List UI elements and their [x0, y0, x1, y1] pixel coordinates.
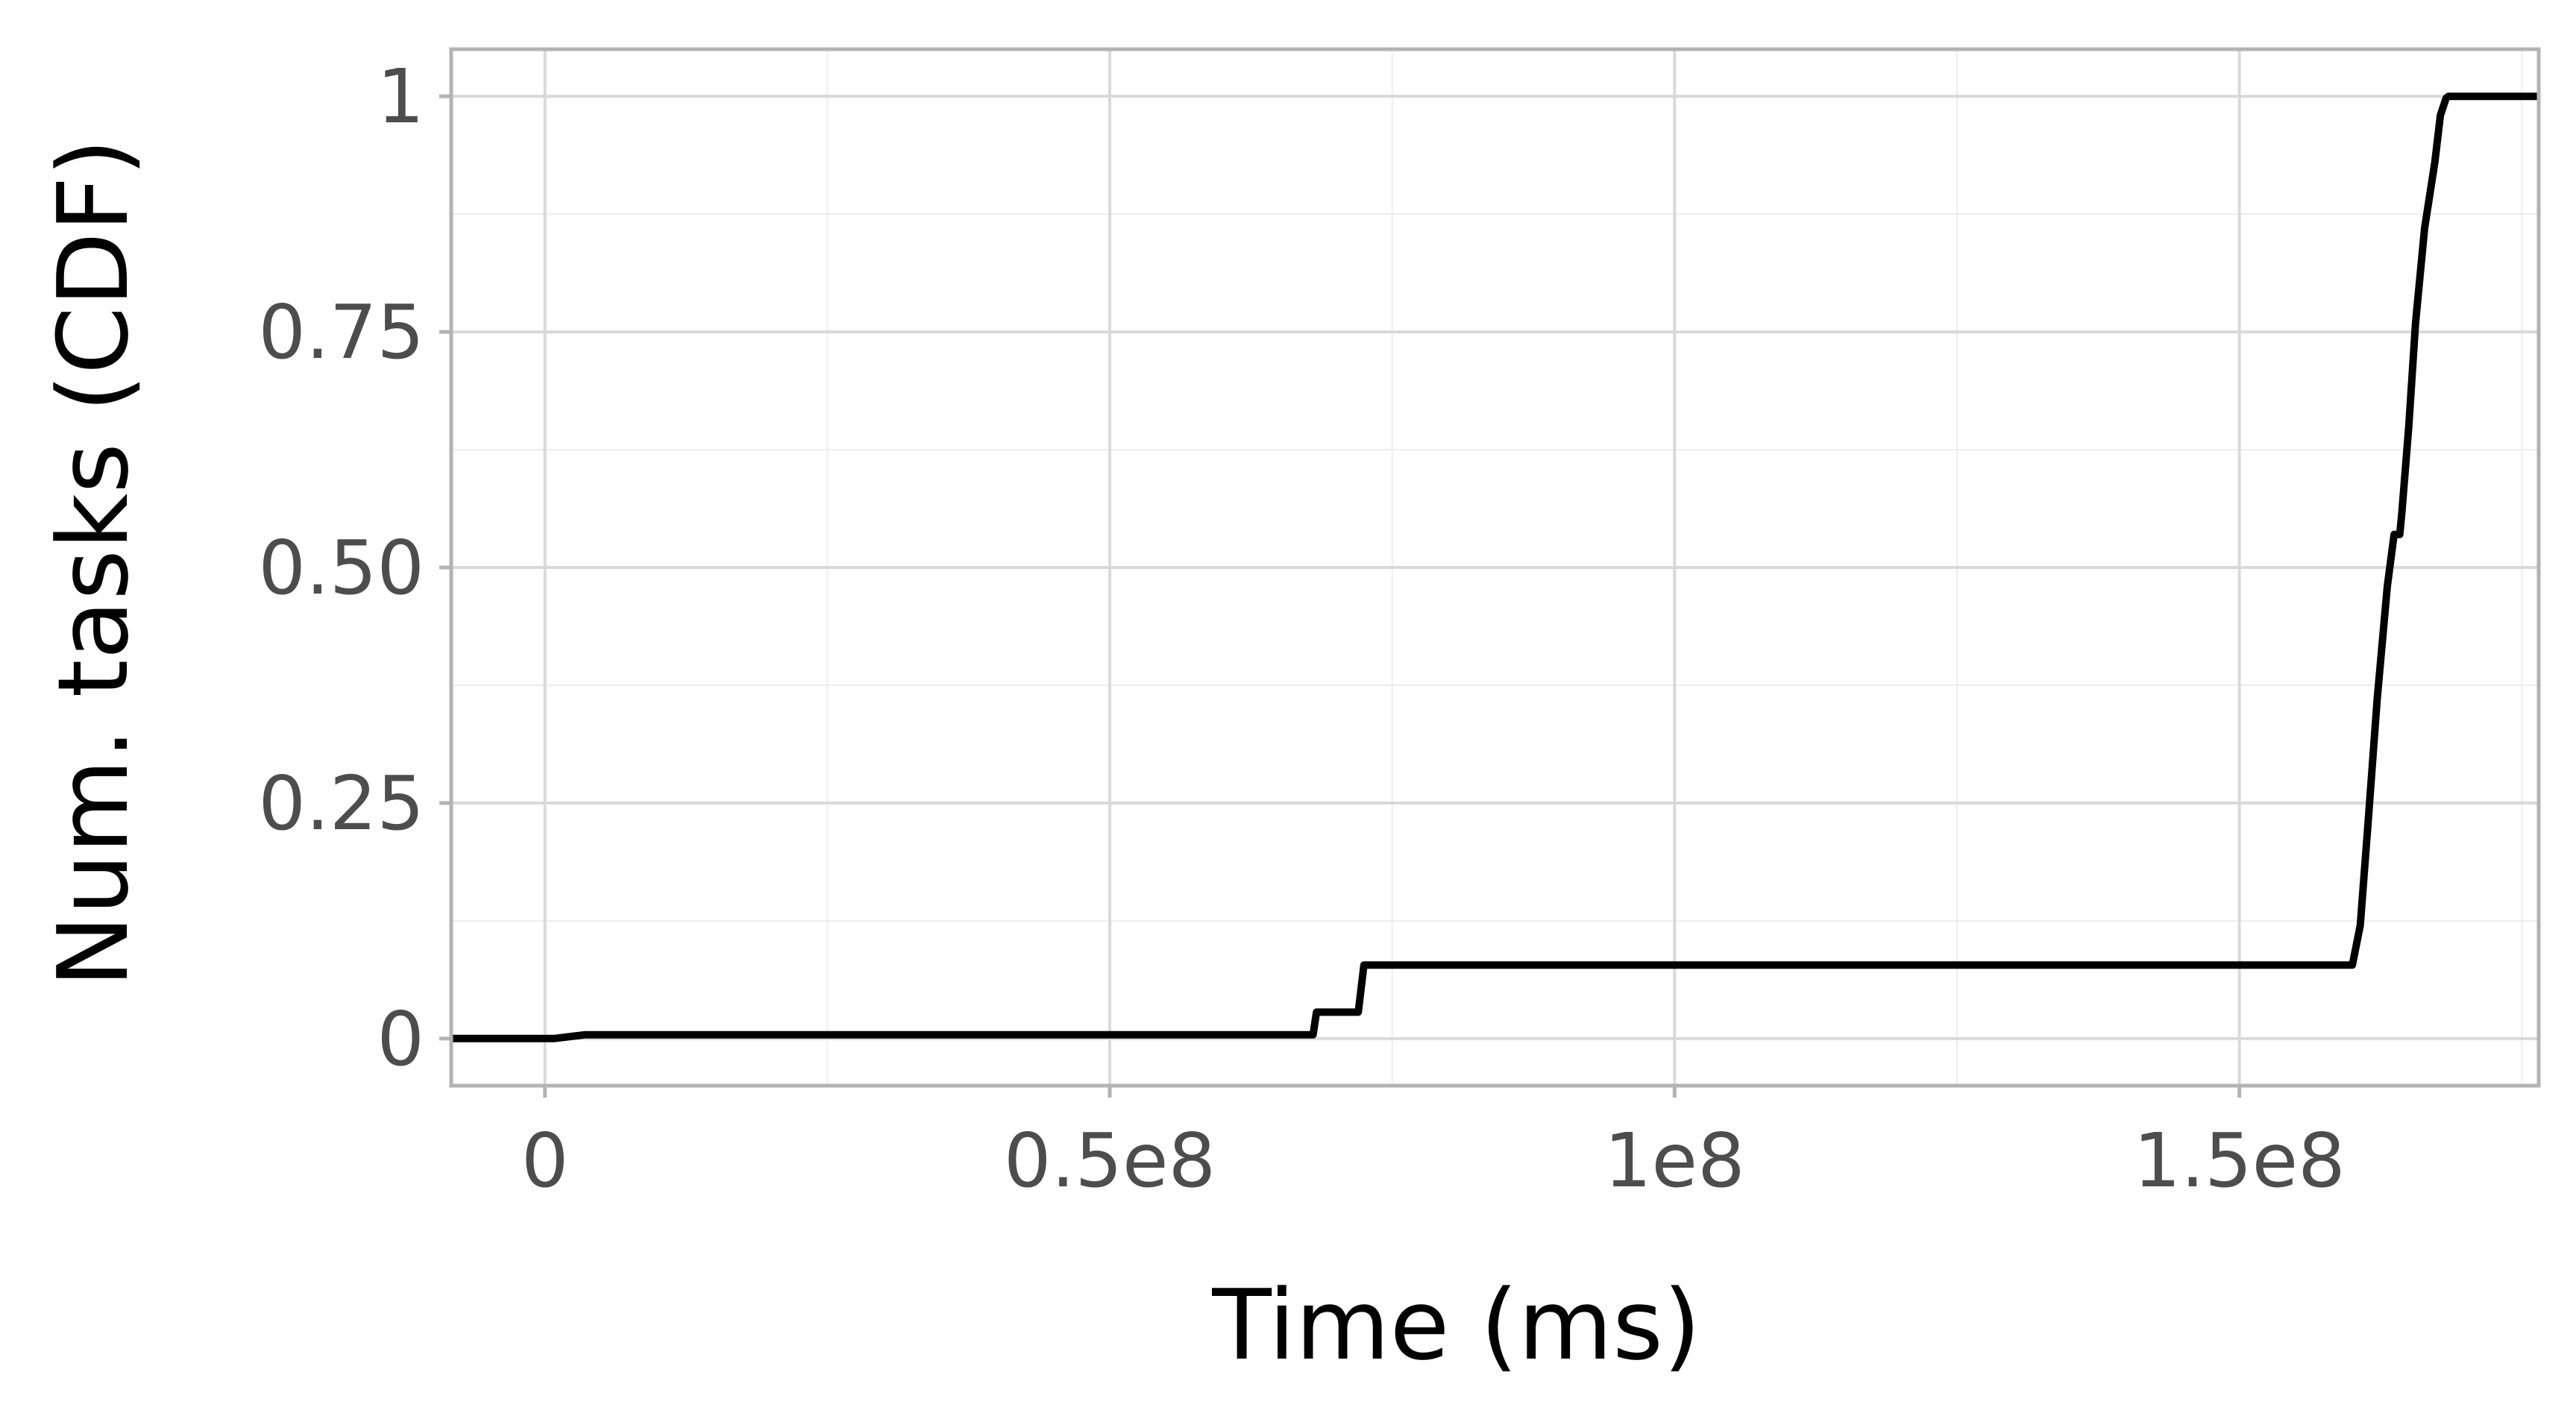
- y-axis-ticks: 0 0.25 0.50 0.75 1: [258, 53, 451, 1083]
- x-tick-label: 0: [521, 1117, 569, 1204]
- x-tick-label: 0.5e8: [1004, 1117, 1216, 1204]
- y-axis-title: Num. tasks (CDF): [37, 139, 150, 988]
- y-tick-label: 0: [377, 995, 424, 1083]
- y-tick-label: 0.75: [258, 289, 424, 376]
- x-axis-title: Time (ms): [1211, 1268, 1700, 1382]
- y-tick-label: 1: [377, 53, 424, 140]
- major-gridlines: [451, 49, 2539, 1086]
- series-layer: [451, 92, 2539, 1042]
- cdf-series-line: [451, 92, 2539, 1042]
- x-axis-ticks: 0 0.5e8 1e8 1.5e8: [521, 1086, 2346, 1204]
- x-tick-label: 1.5e8: [2134, 1117, 2346, 1204]
- y-tick-label: 0.25: [258, 760, 424, 847]
- y-tick-label: 0.50: [258, 524, 424, 611]
- x-tick-label: 1e8: [1604, 1117, 1745, 1204]
